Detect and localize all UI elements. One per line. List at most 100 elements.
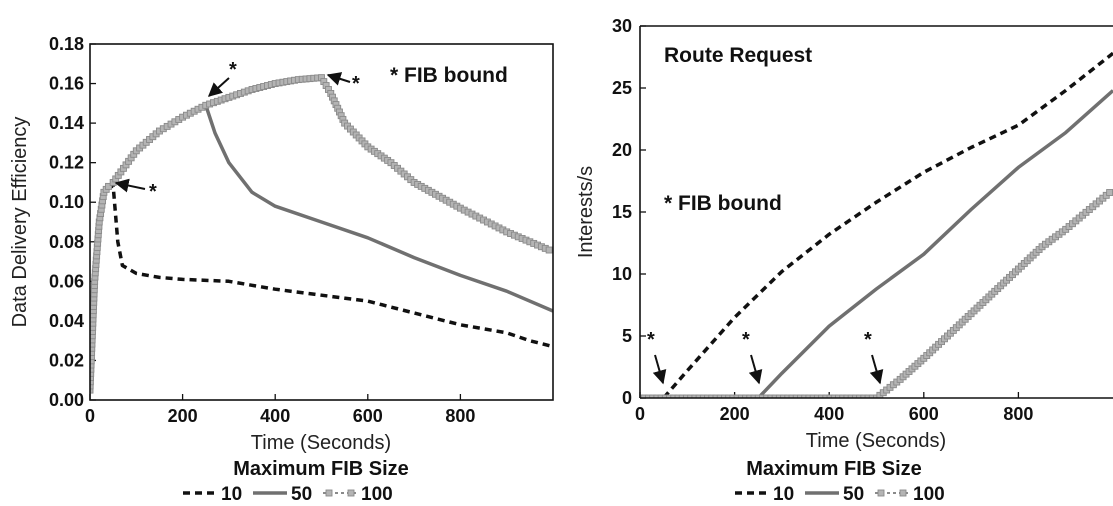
right-marker-point [750, 394, 758, 398]
right-marker-point [864, 394, 872, 398]
right-marker-point [742, 394, 750, 398]
right-y-tick-label: 25 [612, 78, 632, 98]
right-marker-point [835, 394, 842, 398]
right-x-tick-label: 200 [720, 404, 750, 424]
right-arrow-100 [869, 354, 884, 385]
left-y-tick-label: 0.14 [49, 113, 84, 133]
left-x-tick-label: 400 [260, 406, 290, 426]
right-star-10: * [647, 329, 655, 351]
right-star-100: * [864, 329, 872, 351]
left-y-axis-label: Data Delivery Efficiency [9, 117, 31, 328]
right-legend-marker [899, 489, 907, 497]
right-marker-point [708, 394, 716, 398]
right-marker-point [691, 394, 699, 398]
right-fib-annotation: * FIB bound [664, 192, 782, 215]
right-marker-point [788, 394, 796, 398]
right-marker-point [784, 394, 792, 398]
right-y-axis-label: Interests/s [575, 166, 597, 258]
right-legend: 10 50 100 [735, 484, 945, 505]
right-marker-point [847, 394, 855, 398]
right-x-ticks: 0 200 400 600 800 [635, 392, 1033, 424]
left-marker-point [90, 386, 94, 394]
right-marker-point [746, 394, 754, 398]
left-x-tick-label: 0 [85, 406, 95, 426]
right-x-axis-label: Time (Seconds) [806, 430, 946, 452]
left-series-markers-100 [90, 74, 553, 394]
right-marker-point [666, 394, 674, 398]
right-marker-point [792, 394, 800, 398]
left-legend-marker [347, 489, 355, 497]
left-x-tick-label: 600 [353, 406, 383, 426]
right-marker-point [721, 394, 728, 398]
left-series [90, 74, 553, 394]
left-y-tick-label: 0.16 [49, 74, 84, 94]
right-legend-label-100: 100 [913, 484, 945, 505]
left-legend-marker [325, 489, 333, 497]
right-marker-point [759, 394, 766, 398]
right-marker-point [678, 394, 686, 398]
right-marker-point [856, 394, 864, 398]
left-series-line-100 [90, 76, 553, 391]
left-marker-point [105, 182, 112, 190]
right-marker-point [843, 394, 851, 398]
right-arrow-50 [748, 354, 763, 385]
right-legend-marker [877, 489, 885, 497]
right-marker-point [737, 394, 745, 398]
right-marker-point [657, 394, 665, 398]
left-legend-label-100: 100 [361, 484, 393, 505]
left-series-line-10 [90, 184, 553, 391]
right-marker-point [763, 394, 771, 398]
right-marker-point [771, 394, 779, 398]
right-series-markers-100 [640, 189, 1113, 398]
left-arrow-10 [114, 178, 146, 193]
left-y-tick-label: 0.18 [49, 34, 84, 54]
left-legend-title: Maximum FIB Size [233, 458, 409, 480]
right-x-tick-label: 800 [1003, 404, 1033, 424]
right-marker-point [805, 394, 813, 398]
left-legend: 10 50 100 [183, 484, 393, 505]
right-y-tick-label: 0 [622, 388, 632, 408]
left-y-tick-label: 0.06 [49, 271, 84, 291]
left-x-ticks: 0 200 400 600 800 [85, 394, 475, 426]
right-marker-point [674, 394, 682, 398]
right-x-tick-label: 400 [814, 404, 844, 424]
right-marker-point [695, 394, 703, 398]
right-marker-point [780, 394, 788, 398]
right-chart: Interests/s 0 5 10 15 20 25 30 0 200 400 600 800 R… [575, 16, 1113, 505]
right-x-tick-label: 0 [635, 404, 645, 424]
left-plot-frame [89, 43, 554, 401]
left-star-50: * [229, 59, 237, 81]
right-marker-point [813, 394, 821, 398]
right-arrow-10 [652, 354, 667, 385]
right-marker-point [809, 394, 817, 398]
right-marker-point [687, 394, 695, 398]
right-marker-point [801, 394, 809, 398]
left-star-100: * [352, 73, 360, 95]
right-marker-point [729, 394, 737, 398]
right-marker-point [704, 394, 712, 398]
right-y-tick-label: 30 [612, 16, 632, 36]
left-y-tick-label: 0.00 [49, 390, 84, 410]
right-series [640, 51, 1113, 398]
left-marker-point [545, 246, 553, 254]
right-marker-point [716, 394, 724, 398]
right-marker-point [851, 394, 859, 398]
left-arrow-100 [326, 72, 351, 86]
right-y-tick-label: 20 [612, 140, 632, 160]
right-marker-point [653, 394, 661, 398]
left-fib-annotation: * FIB bound [390, 64, 508, 87]
right-marker-point [860, 394, 868, 398]
right-star-50: * [742, 329, 750, 351]
left-legend-label-50: 50 [291, 484, 312, 505]
left-chart: Data Delivery Efficiency 0.000.020.040.0… [9, 34, 554, 505]
right-marker-point [754, 394, 762, 398]
left-y-tick-label: 0.02 [49, 350, 84, 370]
right-y-ticks: 0 5 10 15 20 25 30 [612, 16, 646, 408]
right-series-line-50 [640, 89, 1113, 398]
left-arrow-50 [207, 77, 230, 97]
right-marker-point [725, 394, 733, 398]
right-legend-label-10: 10 [773, 484, 794, 505]
left-star-10: * [149, 181, 157, 203]
right-y-tick-label: 5 [622, 326, 632, 346]
